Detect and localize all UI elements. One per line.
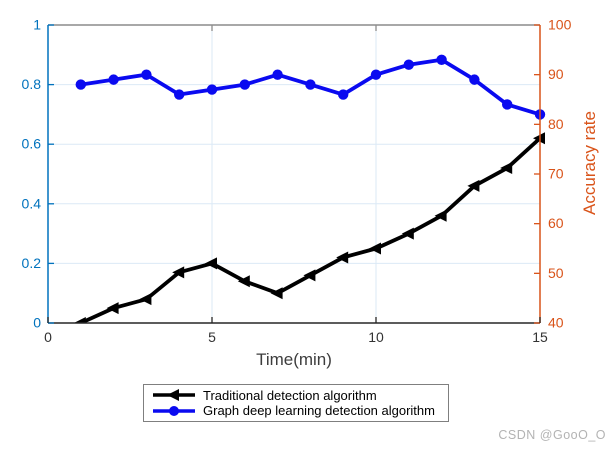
series-traditional-marker: [369, 242, 381, 255]
series-graph-dl-marker: [502, 99, 513, 110]
series-graph-dl-marker: [75, 79, 87, 90]
series-traditional-marker: [270, 287, 283, 300]
series-traditional-marker: [205, 257, 217, 270]
legend-sample-graph-dl: [153, 405, 195, 416]
series-graph-dl-marker: [469, 74, 480, 85]
left-tick-label: 0.2: [22, 255, 42, 271]
series-graph-dl-marker: [141, 69, 152, 80]
series-graph-dl-marker: [436, 54, 447, 65]
right-tick-label: 60: [548, 215, 564, 231]
series-traditional-marker: [303, 269, 316, 282]
series-graph-dl-marker: [174, 89, 185, 100]
series-traditional-marker: [533, 132, 545, 145]
left-tick-label: 0.6: [22, 136, 42, 152]
left-tick-label: 1: [33, 17, 41, 33]
x-tick-label: 10: [368, 329, 384, 345]
series-graph-dl-marker: [338, 89, 349, 100]
series-traditional-marker: [139, 293, 152, 306]
series-graph-dl-marker: [272, 69, 283, 80]
series-graph-dl-marker: [305, 79, 316, 90]
series-traditional-marker: [401, 227, 414, 240]
series-graph-dl-marker: [403, 59, 414, 70]
series-traditional-marker: [467, 179, 480, 192]
right-tick-label: 80: [548, 116, 564, 132]
left-tick-label: 0.4: [22, 195, 42, 211]
triangle-left-icon: [167, 389, 179, 402]
series-traditional-marker: [336, 251, 349, 264]
x-axis-label: Time(min): [256, 350, 332, 369]
series-traditional-marker: [500, 162, 513, 175]
legend-row-traditional: Traditional detection algorithm: [152, 388, 448, 403]
legend-sample-traditional: [153, 389, 195, 402]
series-group: [73, 54, 546, 323]
series-traditional-marker: [434, 209, 447, 222]
series-graph-dl-marker: [108, 74, 119, 85]
legend-row-graph-dl: Graph deep learning detection algorithm: [152, 403, 448, 418]
right-tick-label: 40: [548, 315, 564, 331]
series-traditional-marker: [73, 317, 86, 323]
legend: Traditional detection algorithm Graph de…: [143, 384, 449, 422]
series-graph-dl-marker: [206, 84, 218, 95]
legend-label-traditional: Traditional detection algorithm: [203, 387, 377, 403]
series-traditional-marker: [237, 275, 250, 288]
circle-marker-icon: [169, 405, 179, 416]
series-graph-dl-marker: [239, 79, 250, 90]
x-tick-label: 5: [208, 329, 216, 345]
x-tick-label: 0: [44, 329, 52, 345]
watermark: CSDN @GooO_O: [498, 428, 606, 442]
series-graph-dl-marker: [370, 69, 382, 80]
right-tick-label: 90: [548, 66, 564, 82]
left-tick-label: 0.8: [22, 76, 42, 92]
series-traditional-marker: [172, 266, 185, 279]
x-tick-label: 15: [532, 329, 548, 345]
legend-label-graph-dl: Graph deep learning detection algorithm: [203, 403, 435, 419]
right-axis-label: Accuracy rate: [580, 111, 599, 215]
series-traditional-marker: [106, 302, 119, 315]
left-tick-label: 0: [33, 315, 41, 331]
right-tick-label: 100: [548, 17, 572, 33]
right-tick-label: 70: [548, 166, 564, 182]
right-tick-label: 50: [548, 265, 564, 281]
